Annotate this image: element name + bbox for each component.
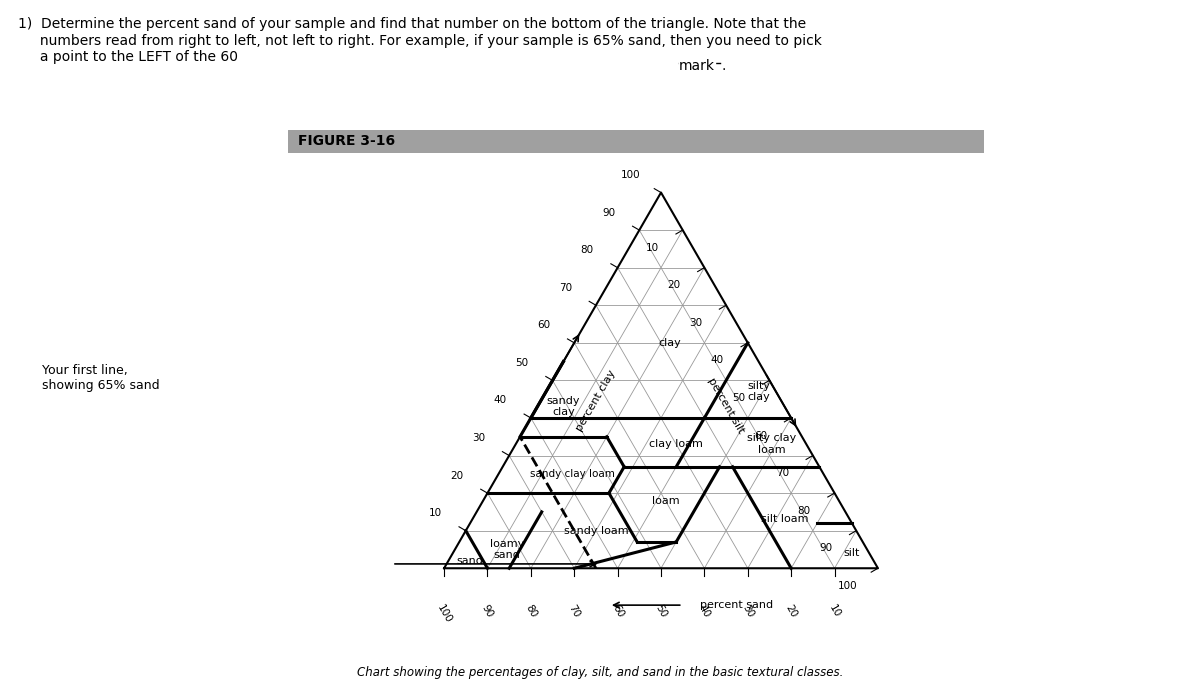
Text: 30: 30 — [689, 318, 702, 328]
Text: percent clay: percent clay — [574, 369, 617, 433]
Text: 90: 90 — [480, 603, 496, 620]
Text: 60: 60 — [754, 430, 767, 441]
Text: 100: 100 — [620, 170, 641, 180]
Text: sandy loam: sandy loam — [564, 525, 629, 536]
Text: sandy clay loam: sandy clay loam — [529, 469, 614, 480]
Text: 90: 90 — [820, 543, 833, 553]
Text: Chart showing the percentages of clay, silt, and sand in the basic textural clas: Chart showing the percentages of clay, s… — [356, 666, 844, 679]
Text: FIGURE 3-16: FIGURE 3-16 — [299, 134, 396, 149]
Text: loam: loam — [652, 496, 679, 506]
Text: 80: 80 — [798, 506, 811, 516]
Text: 50: 50 — [516, 358, 529, 368]
Text: 60: 60 — [538, 320, 551, 330]
Text: 30: 30 — [472, 433, 485, 443]
Text: 1)  Determine the percent sand of your sample and find that number on the bottom: 1) Determine the percent sand of your sa… — [18, 17, 822, 64]
Text: 70: 70 — [566, 603, 582, 620]
Text: 10: 10 — [646, 243, 659, 253]
Text: silty clay
loam: silty clay loam — [748, 434, 797, 455]
Text: percent silt: percent silt — [707, 375, 746, 435]
Text: loamy
sand: loamy sand — [490, 539, 524, 560]
Text: 10: 10 — [827, 603, 842, 620]
Text: mark: mark — [679, 59, 715, 73]
Text: 40: 40 — [494, 396, 506, 405]
Text: 30: 30 — [740, 603, 755, 620]
Text: 20: 20 — [450, 471, 463, 480]
Text: 10: 10 — [428, 508, 442, 518]
Text: 50: 50 — [732, 393, 745, 403]
Text: sandy
clay: sandy clay — [547, 396, 580, 418]
Text: percent sand: percent sand — [700, 600, 773, 610]
Text: 70: 70 — [559, 282, 572, 293]
Text: silt: silt — [844, 548, 860, 558]
Text: 20: 20 — [667, 280, 680, 290]
Text: 90: 90 — [602, 208, 616, 217]
Text: sand: sand — [457, 556, 484, 566]
Text: clay loam: clay loam — [649, 439, 703, 449]
Text: 100: 100 — [838, 581, 857, 591]
Text: 40: 40 — [697, 603, 712, 620]
Text: 60: 60 — [610, 603, 625, 620]
Text: silt loam: silt loam — [761, 514, 809, 525]
Text: .: . — [721, 59, 726, 73]
Text: 50: 50 — [654, 603, 668, 620]
Text: 80: 80 — [581, 245, 594, 255]
Text: clay: clay — [659, 338, 682, 348]
Text: Your first line,
showing 65% sand: Your first line, showing 65% sand — [42, 364, 160, 392]
Text: silty
clay: silty clay — [748, 381, 770, 403]
Text: 20: 20 — [784, 603, 799, 620]
Text: 40: 40 — [710, 355, 724, 366]
Text: 70: 70 — [776, 468, 788, 478]
Text: 100: 100 — [434, 603, 454, 625]
Text: 80: 80 — [523, 603, 539, 620]
